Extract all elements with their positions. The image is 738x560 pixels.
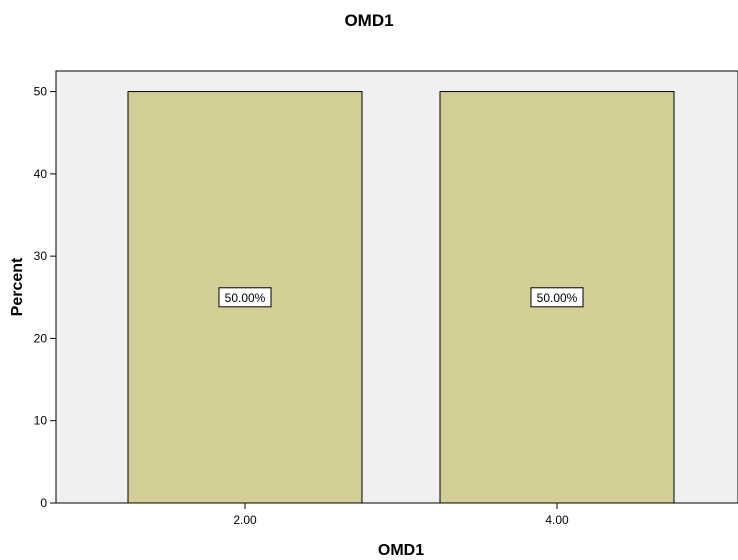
chart-title: OMD1 (344, 11, 393, 30)
data-labels-layer: 50.00% 50.00% (218, 287, 584, 308)
x-axis: 2.00 4.00 (56, 502, 738, 527)
data-label-box (218, 287, 272, 308)
y-tick-label: 0 (40, 496, 47, 510)
y-tick-label: 30 (34, 249, 48, 263)
y-tick-label: 10 (34, 414, 48, 428)
data-label: 50.00% (537, 291, 578, 305)
x-tick-label: 2.00 (233, 513, 257, 527)
x-tick-label: 4.00 (545, 513, 569, 527)
y-tick-label: 40 (34, 167, 48, 181)
y-tick-label: 50 (34, 85, 48, 99)
y-axis: 0 10 20 30 40 50 (34, 71, 57, 510)
x-axis-label: OMD1 (378, 542, 424, 559)
data-label-box (530, 287, 584, 308)
y-tick-label: 20 (34, 331, 48, 345)
data-label: 50.00% (225, 291, 266, 305)
y-axis-label: Percent (9, 257, 26, 316)
